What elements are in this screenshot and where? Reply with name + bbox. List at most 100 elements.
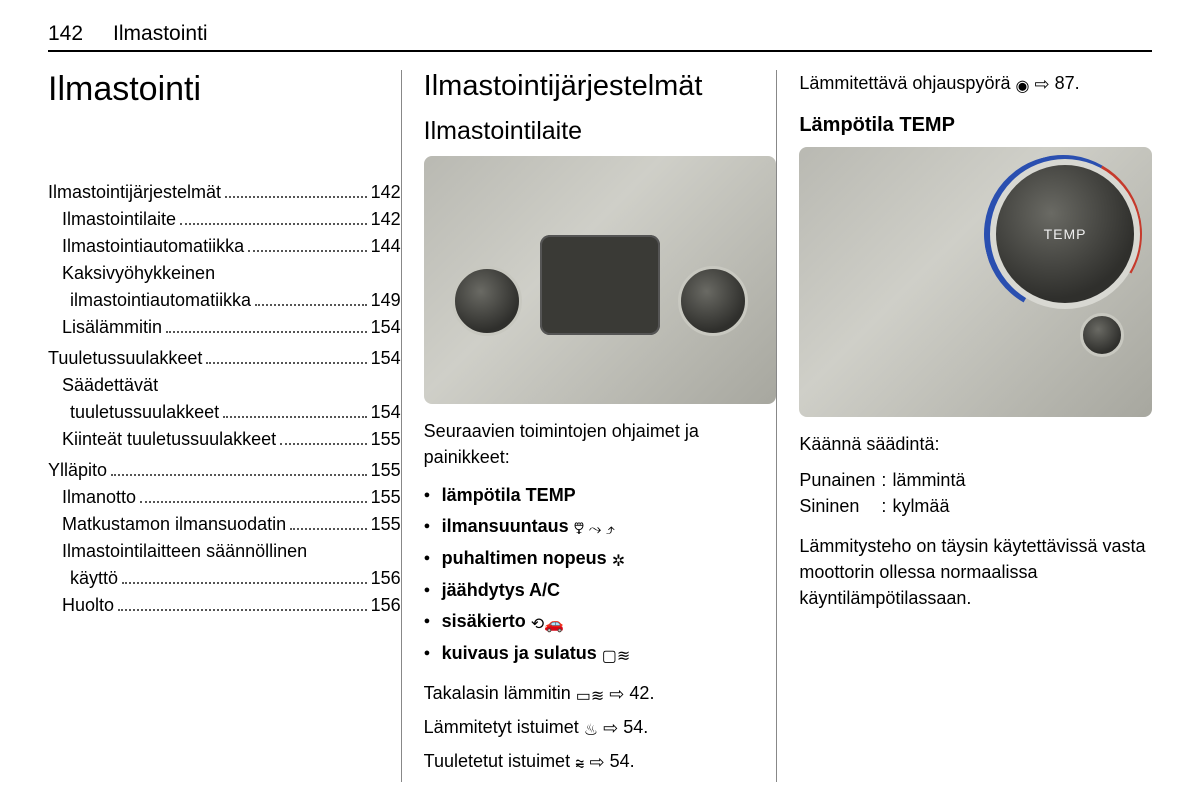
def-key: Punainen [799, 467, 875, 493]
toc-page: 149 [371, 287, 401, 314]
def-key: Sininen [799, 493, 875, 519]
toc-item: Matkustamon ilmansuodatin 155 [48, 511, 401, 538]
bullet-text: puhaltimen nopeus [442, 548, 607, 568]
color-definition-list: Punainen : lämmintä Sininen : kylmää [799, 467, 1152, 519]
ref-text: Lämmitettävä ohjauspyörä [799, 73, 1010, 93]
ref-page: 42 [629, 683, 649, 703]
toc-page: 156 [371, 592, 401, 619]
toc-dots [140, 485, 367, 503]
ref-text: Lämmitetyt istuimet [424, 717, 579, 737]
knob-small-icon [1080, 313, 1124, 357]
toc-dots [255, 288, 367, 306]
toc-label: Ilmastointiautomatiikka [62, 233, 244, 260]
toc-group: Tuuletussuulakkeet 154 Säädettävät tuule… [48, 345, 401, 453]
toc-page: 155 [371, 426, 401, 453]
control-bullets: lämpötila TEMP ilmansuuntaus 🜵 ⤳ ⤴ puhal… [424, 480, 777, 670]
knob-label: TEMP [1044, 226, 1087, 242]
ref-line: Tuuletetut istuimet ⩬ ⇨ 54. [424, 748, 777, 778]
temp-knob-icon: TEMP [990, 159, 1140, 309]
list-item: puhaltimen nopeus ✲ [442, 543, 777, 575]
column-3: Lämmitettävä ohjauspyörä ◉ ⇨ 87. Lämpöti… [799, 70, 1152, 782]
toc-label: ilmastointiautomatiikka [70, 287, 251, 314]
toc-dots [290, 512, 367, 530]
toc-dots [122, 566, 367, 584]
toc-page: 142 [371, 179, 401, 206]
list-item: jäähdytys A/C [442, 575, 777, 606]
def-colon: : [881, 493, 886, 519]
knob-icon [678, 266, 748, 336]
section-title: Ilmastointijärjestelmät [424, 70, 777, 103]
recirculate-icon: ⟲🚗 [531, 611, 564, 638]
column-1: Ilmastointi Ilmastointijärjestelmät 142 … [48, 70, 402, 782]
intro-text: Seuraavien toimintojen ohjaimet ja paini… [424, 418, 777, 470]
toc-page: 155 [371, 511, 401, 538]
toc-item-cont: käyttö 156 [48, 565, 401, 592]
list-item: ilmansuuntaus 🜵 ⤳ ⤴ [442, 511, 777, 543]
toc-dots [166, 315, 367, 333]
fan-icon: ✲ [612, 548, 625, 575]
toc-dots [280, 427, 366, 445]
toc-page: 154 [371, 314, 401, 341]
content-columns: Ilmastointi Ilmastointijärjestelmät 142 … [48, 70, 1152, 782]
ventilated-seat-icon: ⩬ [575, 753, 584, 778]
toc-group: Ilmastointijärjestelmät 142 Ilmastointil… [48, 179, 401, 341]
column-2: Ilmastointijärjestelmät Ilmastointilaite… [424, 70, 778, 782]
ref-text: Tuuletetut istuimet [424, 751, 570, 771]
toc-page: 155 [371, 484, 401, 511]
toc-label: Säädettävät [62, 372, 158, 399]
toc-item: Ilmastointilaite 142 [48, 206, 401, 233]
toc-item: Kaksivyöhykkeinen [48, 260, 401, 287]
link-arrow-icon: ⇨ [1034, 71, 1049, 99]
steering-wheel-icon: ◉ [1015, 75, 1029, 100]
toc-label: Ilmanotto [62, 484, 136, 511]
link-arrow-icon: ⇨ [589, 749, 604, 777]
ref-page: 87 [1055, 73, 1075, 93]
toc-label: Matkustamon ilmansuodatin [62, 511, 286, 538]
list-item: lämpötila TEMP [442, 480, 777, 511]
subsub-title: Lämpötila TEMP [799, 114, 1152, 137]
rear-defrost-icon: ▭≋ [576, 685, 605, 710]
ref-page: 54 [623, 717, 643, 737]
ref-line: Lämmitetyt istuimet ♨ ⇨ 54. [424, 714, 777, 744]
defrost-icon: ▢≋ [602, 643, 631, 670]
figure-temp-knob: TEMP [799, 147, 1152, 417]
turn-text: Käännä säädintä: [799, 431, 1152, 457]
figure-dashboard [424, 156, 777, 404]
def-val: kylmää [892, 493, 1152, 519]
toc-label: Ylläpito [48, 457, 107, 484]
link-arrow-icon: ⇨ [609, 681, 624, 709]
heated-seat-icon: ♨ [584, 719, 598, 744]
toc-label: Kiinteät tuuletussuulakkeet [62, 426, 276, 453]
chapter-title: Ilmastointi [48, 70, 401, 109]
ref-text: Takalasin lämmitin [424, 683, 571, 703]
air-direction-icon: 🜵 ⤳ ⤴ [574, 516, 615, 543]
toc-item: Ilmastointiautomatiikka 144 [48, 233, 401, 260]
def-colon: : [881, 467, 886, 493]
toc-dots [111, 458, 367, 476]
toc-label: käyttö [70, 565, 118, 592]
bullet-text: lämpötila TEMP [442, 485, 576, 505]
table-of-contents: Ilmastointijärjestelmät 142 Ilmastointil… [48, 179, 401, 619]
toc-page: 156 [371, 565, 401, 592]
header-title: Ilmastointi [113, 22, 208, 46]
toc-page: 144 [371, 233, 401, 260]
def-val: lämmintä [892, 467, 1152, 493]
toc-page: 154 [371, 399, 401, 426]
toc-dots [248, 234, 367, 252]
toc-label: Huolto [62, 592, 114, 619]
toc-dots [223, 400, 367, 418]
toc-dots [225, 180, 367, 198]
toc-label: Ilmastointilaitteen säännöllinen [62, 538, 307, 565]
toc-label: Kaksivyöhykkeinen [62, 260, 215, 287]
toc-item: Lisälämmitin 154 [48, 314, 401, 341]
toc-dots [118, 593, 367, 611]
page-header: 142 Ilmastointi [48, 22, 1152, 52]
note-text: Lämmitysteho on täysin käytettävissä vas… [799, 533, 1152, 611]
toc-dots [206, 346, 366, 364]
bullet-text: jäähdytys A/C [442, 580, 560, 600]
page-number: 142 [48, 22, 83, 52]
toc-label: Lisälämmitin [62, 314, 162, 341]
toc-item: Säädettävät [48, 372, 401, 399]
ref-line: Lämmitettävä ohjauspyörä ◉ ⇨ 87. [799, 70, 1152, 100]
center-panel-icon [540, 235, 660, 335]
